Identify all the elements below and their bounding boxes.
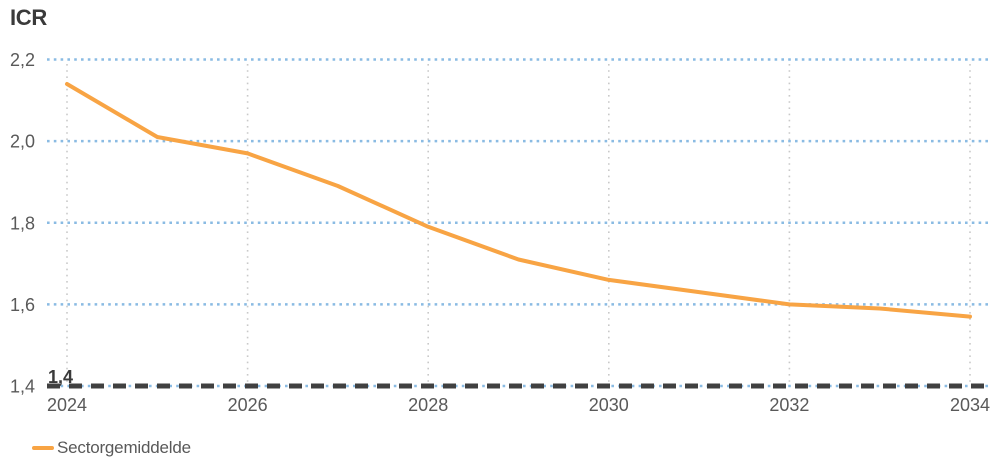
x-tick-label: 2024 xyxy=(47,395,87,415)
y-tick-label: 2,2 xyxy=(10,50,35,70)
x-tick-label: 2026 xyxy=(228,395,268,415)
y-tick-label: 2,0 xyxy=(10,132,35,152)
legend-label[interactable]: Sectorgemiddelde xyxy=(57,438,191,457)
legend-line-marker xyxy=(32,446,54,450)
y-tick-label: 1,6 xyxy=(10,295,35,315)
x-tick-label: 2028 xyxy=(408,395,448,415)
x-tick-label: 2032 xyxy=(769,395,809,415)
y-tick-label: 1,4 xyxy=(10,377,35,397)
chart-title: ICR xyxy=(10,5,47,30)
reference-line-label: 1,4 xyxy=(48,367,73,387)
y-tick-label: 1,8 xyxy=(10,213,35,233)
x-tick-label: 2030 xyxy=(589,395,629,415)
series-line-sectorgemiddelde[interactable] xyxy=(65,82,972,319)
x-tick-label: 2034 xyxy=(950,395,990,415)
legend: Sectorgemiddelde xyxy=(32,438,191,458)
